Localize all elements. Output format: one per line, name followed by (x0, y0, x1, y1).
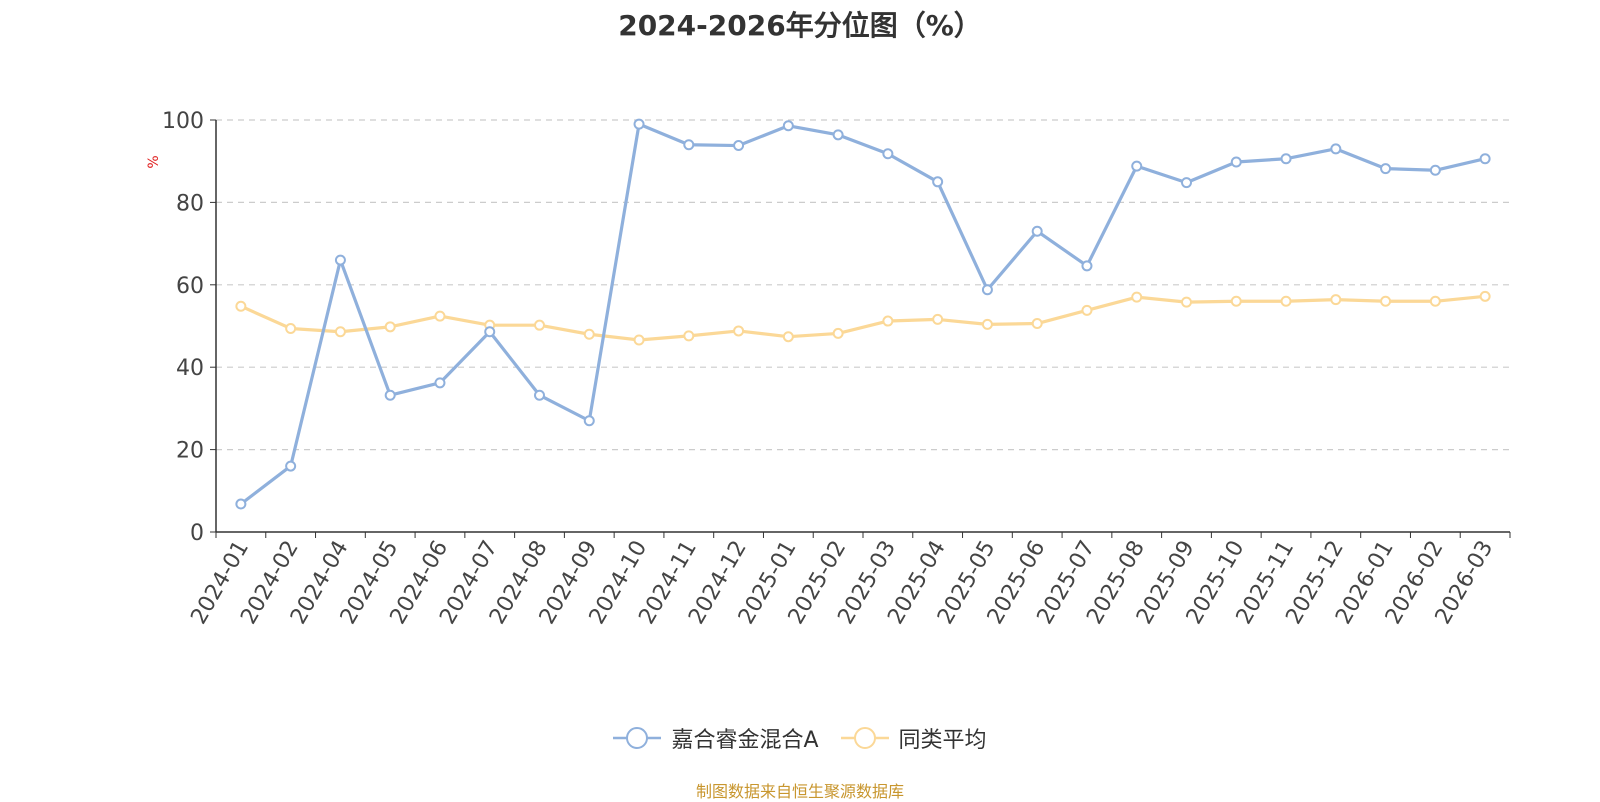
data-point (235, 498, 247, 510)
chart-title: 2024-2026年分位图（%） (618, 9, 982, 42)
data-point (334, 254, 346, 266)
data-point (334, 326, 346, 338)
data-point (484, 326, 496, 338)
data-point (434, 377, 446, 389)
data-point (932, 176, 944, 188)
data-point (782, 331, 794, 343)
y-axis-unit-label: % (146, 155, 162, 168)
data-point (981, 284, 993, 296)
legend-item[interactable]: 同类平均 (840, 722, 987, 754)
y-tick-label: 80 (176, 191, 204, 216)
data-point (1479, 153, 1491, 165)
data-point (633, 118, 645, 130)
data-point (534, 389, 545, 401)
series-layer (235, 118, 1491, 510)
series-group (235, 290, 1491, 346)
data-point (1280, 153, 1292, 165)
y-tick-label: 40 (176, 356, 204, 381)
data-point (733, 140, 745, 152)
data-point (1081, 304, 1093, 316)
data-point (384, 389, 396, 401)
data-point (1380, 163, 1392, 175)
legend-label: 同类平均 (898, 728, 987, 753)
data-point (583, 415, 595, 427)
data-point (683, 139, 695, 151)
data-point (1181, 177, 1192, 189)
series-group (235, 118, 1491, 510)
legend-label: 嘉合睿金混合A (671, 728, 819, 753)
data-point (633, 334, 645, 346)
legend-swatch-icon (840, 727, 889, 749)
legend-swatch-marker (626, 727, 649, 749)
legend-swatch-icon (613, 727, 662, 749)
data-point (1031, 318, 1043, 330)
data-point (434, 310, 446, 322)
data-point (1330, 143, 1342, 155)
source-note: 制图数据来自恒生聚源数据库 (695, 782, 904, 801)
data-point (1230, 156, 1242, 168)
data-point (733, 325, 745, 337)
y-tick-label: 100 (162, 109, 204, 134)
data-point (1131, 291, 1143, 303)
data-point (384, 321, 396, 333)
grid-layer (216, 119, 1510, 451)
data-point (981, 318, 993, 330)
data-point (932, 313, 944, 325)
data-point (683, 330, 695, 342)
legend-item[interactable]: 嘉合睿金混合A (613, 722, 819, 754)
data-point (1380, 295, 1392, 307)
data-point (285, 460, 297, 472)
data-point (583, 328, 595, 340)
y-tick-label: 20 (176, 439, 204, 464)
data-point (882, 315, 894, 327)
y-tick-label: 0 (190, 521, 204, 546)
y-tick-label: 60 (176, 274, 204, 299)
data-point (1280, 295, 1292, 307)
data-point (1429, 295, 1441, 307)
data-point (235, 300, 247, 312)
data-point (832, 129, 844, 141)
legend: 嘉合睿金混合A 同类平均 (0, 722, 1600, 754)
data-point (1031, 225, 1043, 237)
data-point (534, 319, 545, 331)
data-point (1479, 290, 1491, 302)
data-point (1081, 260, 1093, 272)
data-point (285, 322, 297, 334)
data-point (1131, 160, 1143, 172)
data-point (1330, 294, 1342, 306)
data-point (1181, 296, 1192, 308)
legend-swatch-marker (853, 727, 876, 749)
series-line (239, 294, 1487, 342)
data-point (1230, 295, 1242, 307)
data-point (1429, 164, 1441, 176)
data-point (782, 120, 794, 132)
series-line (239, 122, 1487, 506)
axis-layer: 0204060801002024-012024-022024-042024-05… (162, 109, 1511, 629)
data-point (832, 327, 844, 339)
data-point (882, 148, 894, 160)
